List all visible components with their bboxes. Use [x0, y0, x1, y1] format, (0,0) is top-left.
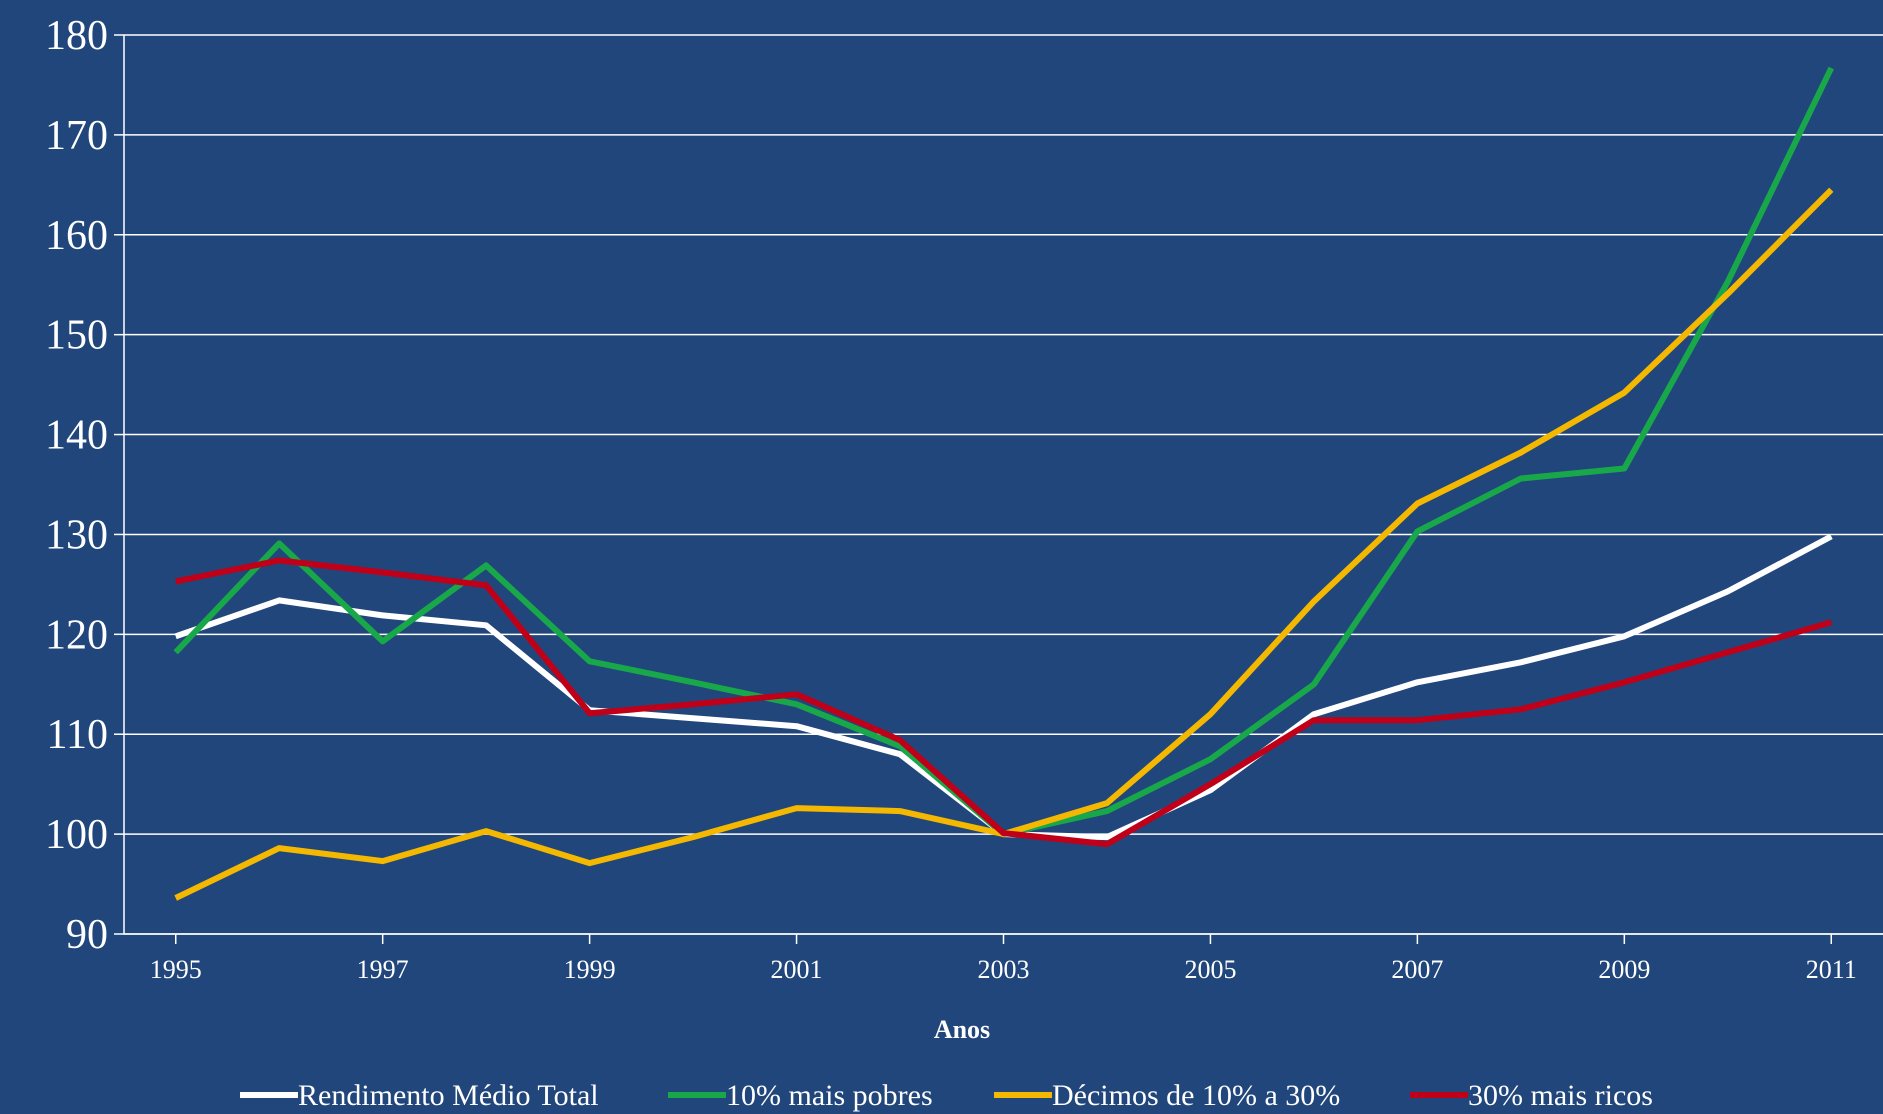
series-line — [175, 557, 1833, 848]
y-tick-label: 170 — [45, 113, 108, 159]
x-tick-label: 2007 — [1391, 955, 1443, 984]
y-tick-label: 140 — [45, 413, 108, 459]
y-tick-label: 110 — [47, 712, 108, 758]
x-tick-label: 2003 — [978, 955, 1030, 984]
y-tick-label: 90 — [66, 912, 108, 958]
y-tick-label: 130 — [45, 512, 108, 558]
y-tick-label: 100 — [45, 812, 108, 858]
x-tick-label: 2005 — [1184, 955, 1236, 984]
legend-label: Décimos de 10% a 30% — [1052, 1079, 1340, 1112]
x-axis-label: Anos — [934, 1015, 990, 1044]
x-tick-label: 2011 — [1806, 955, 1857, 984]
legend-label: 30% mais ricos — [1468, 1079, 1653, 1112]
x-tick-label: 1999 — [564, 955, 616, 984]
x-tick-label: 1997 — [357, 955, 409, 984]
y-tick-label: 120 — [45, 612, 108, 658]
y-tick-label: 180 — [45, 13, 108, 59]
y-tick-label: 150 — [45, 313, 108, 359]
legend-label: 10% mais pobres — [726, 1079, 933, 1112]
x-tick-label: 2001 — [771, 955, 823, 984]
legend-label: Rendimento Médio Total — [298, 1079, 599, 1112]
x-tick-label: 1995 — [150, 955, 202, 984]
y-tick-label: 160 — [45, 213, 108, 259]
x-tick-label: 2009 — [1598, 955, 1650, 984]
